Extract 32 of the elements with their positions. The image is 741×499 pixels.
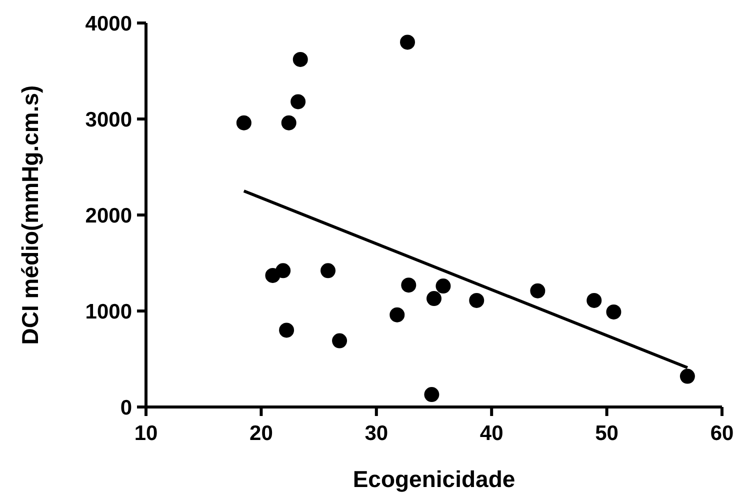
- point: [469, 292, 484, 308]
- point: [530, 283, 546, 298]
- point: [436, 278, 451, 294]
- y-tick-label: 1000: [85, 300, 132, 324]
- y-tick-label: 2000: [85, 204, 132, 228]
- x-axis-title: Ecogenicidade: [352, 466, 516, 492]
- point: [424, 387, 440, 402]
- point: [332, 333, 348, 348]
- x-tick-label: 50: [595, 422, 618, 445]
- point: [426, 291, 442, 306]
- point: [236, 115, 252, 130]
- point: [290, 94, 306, 110]
- x-tick-label: 40: [480, 422, 504, 445]
- point: [279, 322, 294, 338]
- y-tick-label: 3000: [85, 108, 132, 132]
- x-tick-label: 20: [250, 422, 273, 445]
- x-tick-label: 30: [364, 422, 388, 445]
- point: [390, 307, 405, 322]
- point: [281, 115, 296, 130]
- point: [276, 263, 291, 278]
- point: [606, 304, 622, 320]
- point: [400, 34, 416, 50]
- point: [292, 52, 308, 67]
- point: [586, 292, 602, 308]
- point: [320, 263, 336, 278]
- y-axis-title: DCI médio(mmHg.cm.s): [17, 85, 43, 345]
- y-tick-label: 4000: [85, 12, 132, 36]
- point: [401, 278, 416, 293]
- x-tick-label: 60: [710, 422, 734, 445]
- point: [680, 368, 695, 384]
- y-tick-label: 0: [120, 396, 132, 420]
- x-tick-label: 10: [134, 422, 158, 445]
